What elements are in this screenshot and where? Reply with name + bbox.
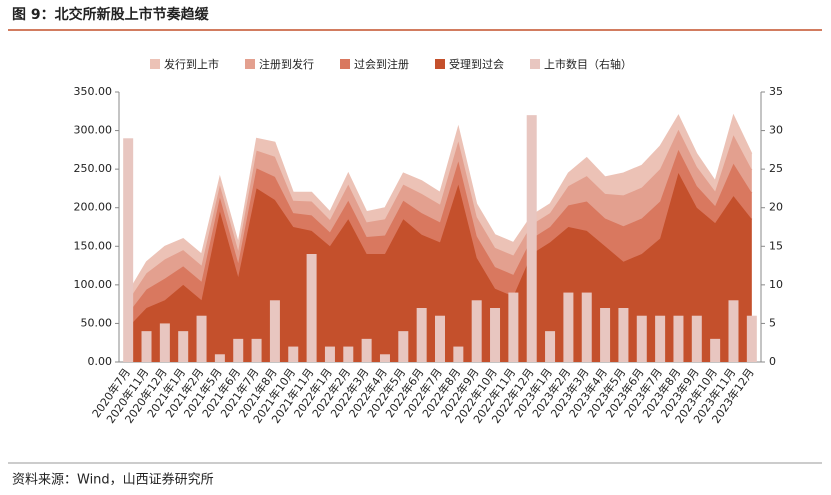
bar xyxy=(324,346,335,362)
y-tick-label: 100.00 xyxy=(74,278,113,291)
bar xyxy=(159,323,170,362)
legend-label: 过会到注册 xyxy=(354,57,409,71)
y-tick-label: 200.00 xyxy=(74,201,113,214)
y2-tick-label: 15 xyxy=(769,239,783,252)
legend-label: 注册到发行 xyxy=(259,57,314,71)
bar xyxy=(453,346,464,362)
legend-swatch xyxy=(435,59,445,69)
y-tick-label: 0.00 xyxy=(88,355,113,368)
y2-tick-label: 35 xyxy=(769,85,783,98)
bar xyxy=(563,292,574,362)
y-tick-label: 350.00 xyxy=(74,85,113,98)
legend-label: 受理到过会 xyxy=(449,58,504,71)
bar xyxy=(490,308,501,362)
bar xyxy=(728,300,739,362)
bar xyxy=(178,331,189,362)
bar xyxy=(673,315,684,362)
bar xyxy=(508,292,519,362)
legend-swatch xyxy=(150,59,160,69)
area-fill xyxy=(128,173,752,362)
bar xyxy=(269,300,280,362)
bar xyxy=(600,308,611,362)
bar xyxy=(581,292,592,362)
y-tick-label: 300.00 xyxy=(74,124,113,137)
y2-tick-label: 30 xyxy=(769,124,783,137)
y-tick-label: 250.00 xyxy=(74,162,113,175)
bar xyxy=(123,138,134,362)
bar xyxy=(545,331,556,362)
source: 资料来源：Wind，山西证券研究所 xyxy=(12,472,214,488)
bar xyxy=(710,338,721,362)
y2-tick-label: 0 xyxy=(769,355,776,368)
bar xyxy=(691,315,702,362)
legend-swatch xyxy=(530,59,540,69)
bar xyxy=(526,115,537,363)
bar xyxy=(416,308,427,362)
legend-swatch xyxy=(340,59,350,69)
bar xyxy=(618,308,629,362)
area-fill xyxy=(128,149,752,328)
bar xyxy=(361,338,372,362)
bar xyxy=(379,354,390,362)
legend-swatch xyxy=(245,59,255,69)
y-tick-label: 150.00 xyxy=(74,239,113,252)
y2-tick-label: 25 xyxy=(769,162,783,175)
y-tick-label: 50.00 xyxy=(81,316,113,329)
bar xyxy=(196,315,207,362)
y2-tick-label: 5 xyxy=(769,316,776,329)
bar xyxy=(343,346,354,362)
bar xyxy=(655,315,666,362)
bar xyxy=(288,346,299,362)
bar xyxy=(233,338,244,362)
y2-tick-label: 10 xyxy=(769,278,783,291)
y2-tick-label: 20 xyxy=(769,201,783,214)
bar xyxy=(471,300,482,362)
bar xyxy=(251,338,262,362)
chart-title: 图 9：北交所新股上市节奏趋缓 xyxy=(12,6,210,23)
area-fill xyxy=(128,129,752,314)
bar xyxy=(214,354,225,362)
bar xyxy=(306,254,317,362)
bar xyxy=(636,315,647,362)
legend-label: 上市数目（右轴） xyxy=(544,57,632,71)
bar xyxy=(398,331,409,362)
area-edge xyxy=(127,113,753,293)
legend-label: 发行到上市 xyxy=(164,57,219,71)
bar xyxy=(746,315,757,362)
bar xyxy=(435,315,445,362)
bar xyxy=(141,331,152,362)
